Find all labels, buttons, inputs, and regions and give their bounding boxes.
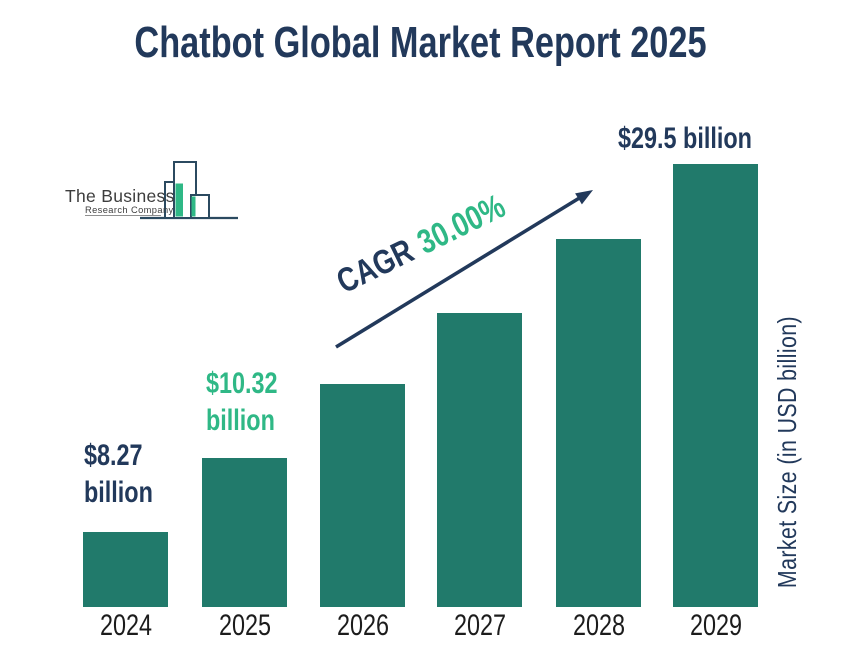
x-tick-2024: 2024 bbox=[99, 609, 152, 642]
x-tick-2025: 2025 bbox=[218, 609, 271, 642]
x-tick-2029: 2029 bbox=[689, 609, 742, 642]
value-label-2025: $10.32 billion bbox=[206, 365, 278, 439]
logo-text-line2: Research Company bbox=[85, 205, 174, 215]
bar-2027 bbox=[437, 313, 522, 607]
cagr-label: CAGR bbox=[330, 231, 420, 302]
logo-bar-teal-fill bbox=[175, 183, 183, 217]
y-axis-label: Market Size (in USD billion) bbox=[772, 315, 802, 589]
value-label-2024: $8.27 billion bbox=[84, 437, 153, 511]
logo-bar-teal-fill-small bbox=[191, 196, 196, 217]
value-label-2029-line1: $29.5 billion bbox=[618, 122, 752, 155]
logo-text-line1: The Business bbox=[65, 186, 175, 206]
bar-2025 bbox=[202, 458, 287, 607]
bar-2028 bbox=[556, 239, 641, 607]
x-tick-2028: 2028 bbox=[572, 609, 625, 642]
company-logo: The Business Research Company bbox=[65, 161, 238, 220]
value-label-2024-line2: billion bbox=[84, 476, 153, 509]
x-tick-2026: 2026 bbox=[336, 609, 389, 642]
bar-2029 bbox=[673, 164, 758, 607]
x-tick-2027: 2027 bbox=[453, 609, 506, 642]
growth-arrow-head bbox=[575, 190, 593, 205]
cagr-value: 30.00% bbox=[411, 187, 512, 262]
value-label-2025-line1: $10.32 bbox=[206, 367, 278, 400]
value-label-2024-line1: $8.27 bbox=[84, 439, 143, 472]
value-label-2029: $29.5 billion bbox=[618, 120, 752, 157]
bar-2024 bbox=[83, 532, 168, 607]
value-label-2025-line2: billion bbox=[206, 404, 275, 437]
cagr-annotation: CAGR30.00% bbox=[330, 186, 511, 302]
chart-title: Chatbot Global Market Report 2025 bbox=[134, 18, 707, 67]
bar-2026 bbox=[320, 384, 405, 607]
